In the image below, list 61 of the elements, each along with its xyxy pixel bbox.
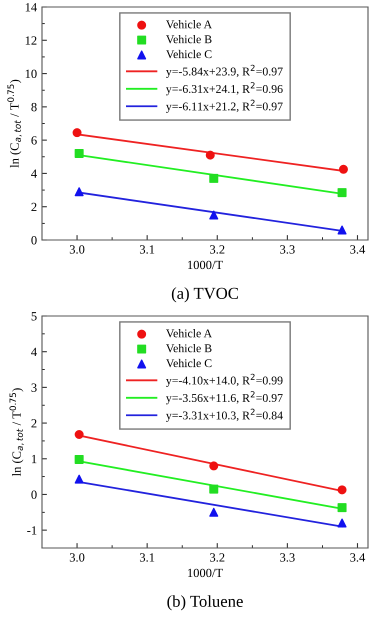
y-tick-label: 2 [31, 202, 36, 212]
x-tick-label: 3.4 [350, 245, 366, 254]
point [209, 508, 218, 517]
legend-label: y=-6.31x+24.1, R$^{2}$=0.96 [166, 82, 283, 96]
legend-label: Vehicle A [166, 329, 212, 338]
y-tick-label: 14 [26, 3, 37, 12]
point [74, 148, 84, 158]
legend-label: y=-4.10x+14.0, R$^{2}$=0.99 [166, 374, 283, 387]
x-axis-title: 1000/T [188, 568, 223, 578]
legend-label: y=-6.11x+21.2, R$^{2}$=0.97 [166, 100, 283, 113]
y-tick-label: 0 [31, 490, 37, 499]
y-tick-label: 8 [31, 102, 37, 112]
x-tick-label: 3.4 [350, 553, 366, 562]
point [338, 485, 347, 494]
point [209, 461, 218, 470]
x-axis-title: 1000/T [188, 260, 223, 270]
x-tick-label: 3.0 [70, 245, 84, 254]
y-tick-label: -1 [27, 526, 36, 534]
y-tick-label: 3 [31, 383, 37, 392]
point [338, 518, 347, 528]
legend-label: Vehicle B [166, 344, 212, 352]
x-tick-label: 3.2 [210, 553, 224, 562]
legend-label: Vehicle B [166, 34, 212, 44]
point [74, 474, 84, 484]
point [338, 164, 348, 174]
y-tick-label: 4 [31, 170, 37, 178]
y-tick-label: 1 [32, 454, 36, 464]
point [206, 150, 215, 160]
legend-label: y=-3.56x+11.6, R$^{2}$=0.97 [166, 391, 283, 404]
y-tick-label: 10 [26, 70, 37, 78]
x-tick-label: 3.1 [140, 245, 154, 254]
x-tick-label: 3.1 [140, 553, 154, 562]
text: (a) TVOC [172, 287, 238, 302]
legend-label: y=-5.84x+23.9, R$^{2}$=0.97 [166, 64, 283, 78]
point [74, 454, 84, 464]
legend-label: Vehicle C [166, 358, 212, 368]
y-axis-title: ln (C$_{a,tot}$ / T$^{0.75}$) [7, 80, 22, 168]
point [74, 430, 84, 439]
x-tick-label: 3.3 [280, 245, 295, 254]
x-tick-label: 3.2 [210, 245, 224, 254]
y-tick-label: 12 [26, 36, 36, 45]
y-tick-label: 2 [31, 419, 36, 428]
point [209, 484, 218, 494]
legend-label: Vehicle A [166, 20, 212, 28]
point [209, 174, 218, 183]
text: (b) Toluene [167, 595, 243, 610]
point [74, 187, 84, 196]
point [338, 503, 347, 512]
legend-label: Vehicle C [166, 50, 212, 58]
x-tick-label: 3.3 [280, 553, 295, 562]
y-axis-title: ln (C$_{a,tot}$ / T$^{0.75}$) [9, 388, 24, 476]
point [338, 188, 347, 198]
legend-label: y=-3.31x+10.3, R$^{2}$=0.84 [166, 408, 283, 422]
y-tick-label: 6 [31, 136, 37, 145]
point [209, 210, 218, 220]
x-tick-label: 3.0 [70, 553, 84, 562]
y-tick-label: 4 [31, 348, 37, 356]
y-tick-label: 5 [32, 312, 37, 320]
point [338, 226, 347, 235]
point [72, 128, 82, 138]
y-tick-label: 0 [31, 236, 37, 244]
